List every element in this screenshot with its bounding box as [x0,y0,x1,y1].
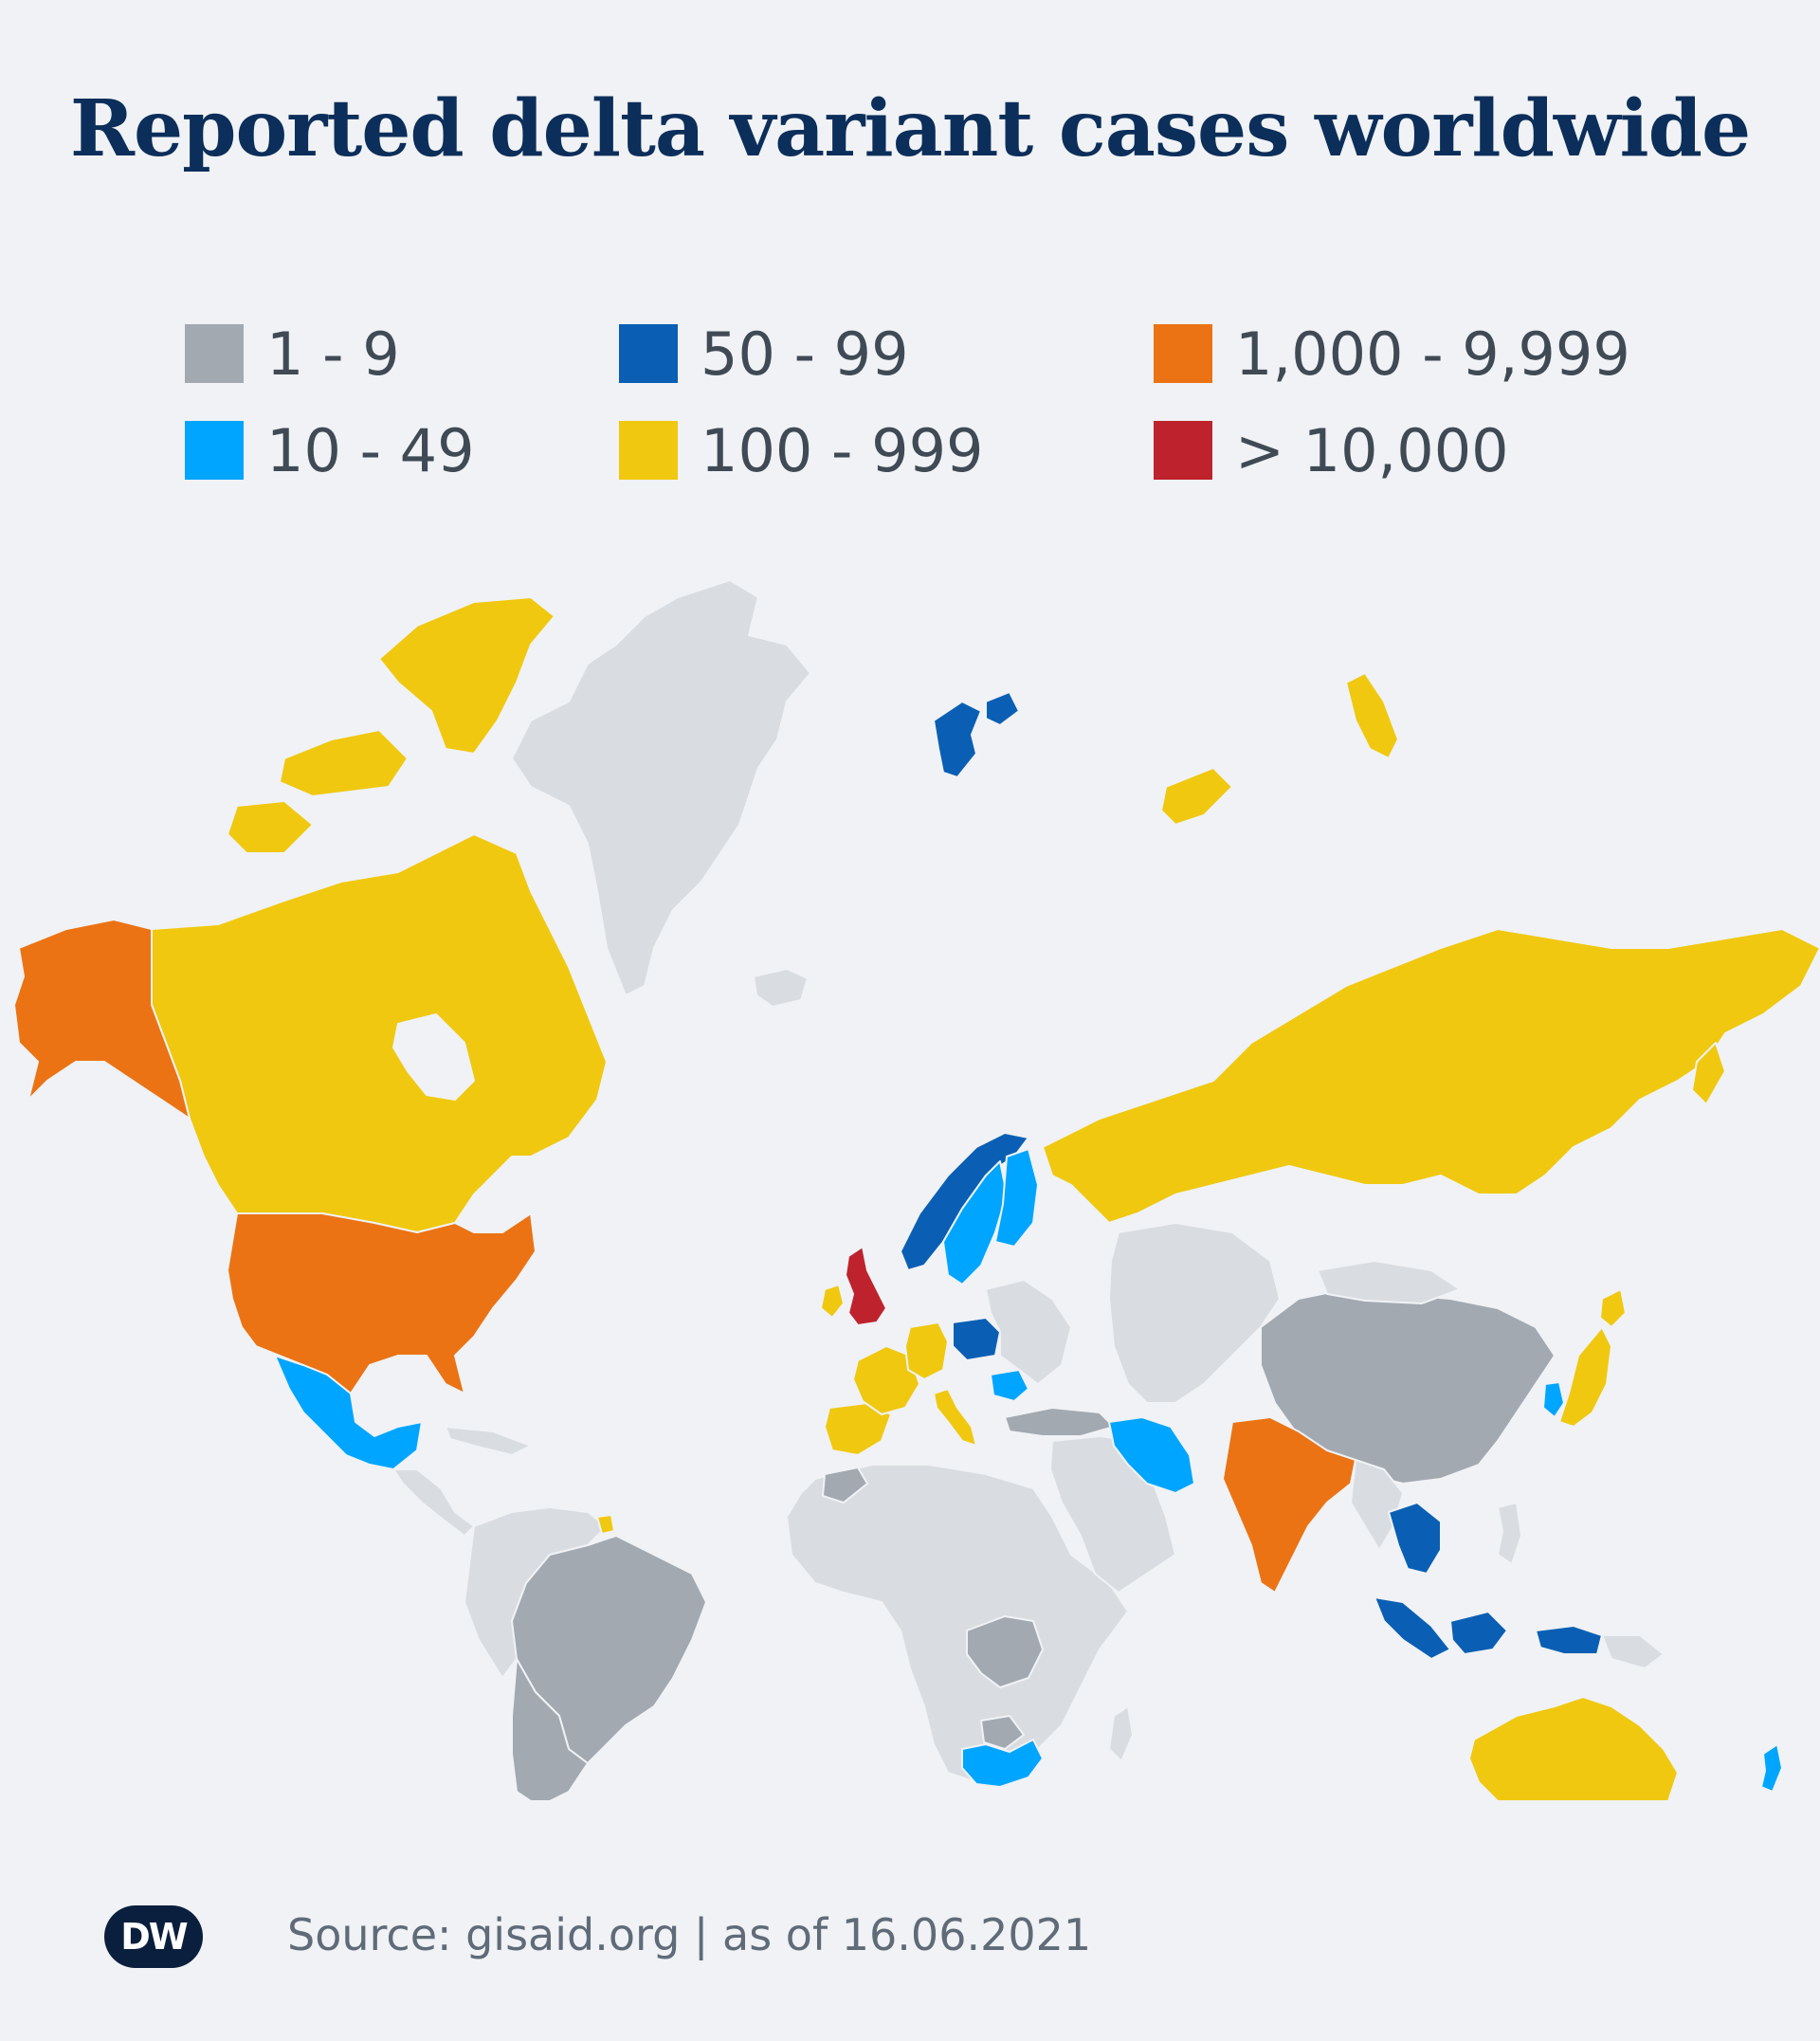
legend-swatch [619,421,678,480]
dw-logo-text: DW [120,1916,188,1958]
region-hudson-bay [392,1013,475,1101]
region-caribbean [445,1426,532,1456]
legend-swatch [1154,324,1212,383]
region-italy [933,1388,977,1447]
region-thailand [1388,1502,1442,1575]
legend-item-1-9: 1 - 9 [185,319,400,389]
region-mongolia [1317,1260,1461,1304]
region-iran [1108,1416,1195,1494]
region-japan [1558,1326,1612,1428]
region-greenland [511,579,811,996]
region-french-guiana [596,1514,615,1535]
region-canada-islands-3 [227,800,314,854]
legend-swatch [1154,421,1212,480]
legend-item-10-49: 10 - 49 [185,415,475,485]
region-canada-islands [378,596,555,755]
region-finland [994,1148,1039,1248]
legend-label: 50 - 99 [701,319,909,389]
region-korea [1542,1381,1565,1418]
region-papua [1601,1634,1665,1669]
region-romania [990,1369,1029,1402]
region-madagascar [1108,1705,1134,1762]
region-united-kingdom [845,1246,887,1326]
region-japan-north [1599,1288,1627,1328]
legend-swatch [185,421,244,480]
footer: DW Source: gisaid.org | as of 16.06.2021 [104,1905,1431,1991]
legend: 1 - 9 10 - 49 50 - 99 100 - 999 1,000 - … [185,319,1720,493]
legend-item-100-999: 100 - 999 [619,415,984,485]
region-indonesia-3 [1535,1625,1603,1655]
region-germany [904,1321,949,1380]
legend-label: 10 - 49 [266,415,475,485]
legend-label: 1 - 9 [266,319,400,389]
region-usa [227,1212,537,1394]
region-france [852,1345,920,1415]
region-iceland [753,968,809,1008]
region-turkey [1004,1407,1115,1437]
region-russia-arctic [1345,672,1399,759]
legend-label: 1,000 - 9,999 [1235,319,1630,389]
source-note: Source: gisaid.org | as of 16.06.2021 [287,1909,1092,1960]
dw-logo: DW [104,1905,203,1968]
region-south-africa [961,1739,1044,1788]
region-canada [151,833,608,1233]
region-southern-africa-gray [980,1715,1025,1750]
region-dr-congo [966,1615,1044,1688]
legend-label: 100 - 999 [701,415,984,485]
region-indonesia-2 [1449,1611,1508,1655]
legend-item-50-99: 50 - 99 [619,319,909,389]
region-india [1222,1416,1356,1594]
region-philippines [1497,1502,1522,1565]
region-morocco [822,1467,868,1503]
region-canada-islands-2 [279,729,409,797]
legend-item-over-10000: > 10,000 [1154,415,1509,485]
region-poland [952,1317,1001,1361]
region-eastern-europe [985,1279,1072,1385]
region-new-zealand [1760,1743,1783,1793]
region-svalbard [933,701,982,778]
region-mexico [274,1355,423,1470]
legend-swatch [185,324,244,383]
region-ireland [820,1284,845,1319]
region-russia-arctic-2 [1160,767,1233,826]
legend-item-1000-9999: 1,000 - 9,999 [1154,319,1630,389]
chart-title: Reported delta variant cases worldwide [69,83,1751,174]
legend-swatch [619,324,678,383]
region-kamchatka [1691,1042,1726,1105]
region-indonesia [1374,1596,1451,1660]
region-argentina [511,1658,589,1801]
legend-label: > 10,000 [1235,415,1509,485]
region-russia [1042,928,1820,1224]
region-central-america [392,1468,475,1537]
region-central-asia [1108,1222,1281,1404]
region-svalbard-2 [985,691,1020,726]
region-alaska [13,919,191,1120]
region-australia [1468,1696,1679,1801]
region-southeast-asia-north [1350,1459,1404,1551]
world-map [13,579,1820,1801]
